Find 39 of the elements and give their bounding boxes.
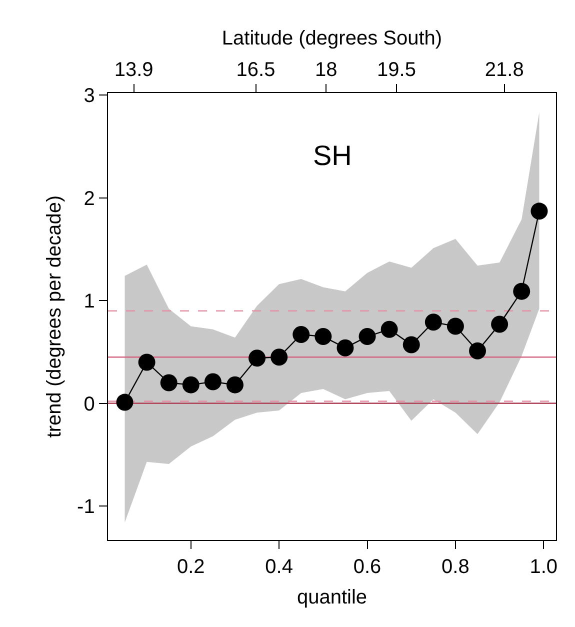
point bbox=[160, 374, 178, 392]
point bbox=[469, 342, 486, 360]
point bbox=[248, 350, 266, 367]
y-axis-title: trend (degrees per decade) bbox=[44, 195, 66, 438]
point bbox=[491, 316, 508, 333]
point bbox=[116, 394, 134, 411]
x-axis-title: quantile bbox=[296, 586, 368, 609]
y-tick-label: 2 bbox=[84, 188, 95, 210]
x-tick-label: 0.2 bbox=[176, 556, 205, 578]
x2-axis-title: Latitude (degrees South) bbox=[222, 27, 442, 50]
x2-tick-label: 16.5 bbox=[236, 58, 276, 81]
point bbox=[424, 314, 442, 331]
x2-tick-label: 13.9 bbox=[114, 58, 154, 81]
y-tick-label: 0 bbox=[84, 393, 95, 416]
point bbox=[380, 320, 398, 338]
point bbox=[204, 373, 222, 390]
point bbox=[446, 318, 464, 335]
x-tick-label: 0.8 bbox=[442, 556, 470, 578]
y-tick-label: 3 bbox=[84, 85, 95, 108]
point bbox=[182, 376, 200, 394]
x2-tick-label: 21.8 bbox=[484, 58, 524, 81]
x-tick-label: 0.4 bbox=[265, 556, 293, 578]
point bbox=[292, 326, 310, 343]
point bbox=[314, 328, 332, 346]
point bbox=[530, 202, 548, 220]
point bbox=[336, 339, 354, 356]
point bbox=[358, 328, 376, 346]
y-tick-label: -1 bbox=[77, 496, 95, 518]
point bbox=[513, 282, 530, 300]
point bbox=[226, 376, 244, 394]
x-tick-label: 0.6 bbox=[353, 556, 382, 578]
x2-tick-label: 19.5 bbox=[377, 58, 416, 81]
point bbox=[138, 354, 156, 371]
x-tick-label: 1.0 bbox=[530, 556, 558, 578]
y-tick-label: 1 bbox=[84, 290, 95, 313]
point bbox=[270, 348, 288, 366]
x2-tick-label: 18 bbox=[315, 58, 338, 81]
point bbox=[402, 336, 420, 354]
annotation: SH bbox=[313, 140, 352, 171]
